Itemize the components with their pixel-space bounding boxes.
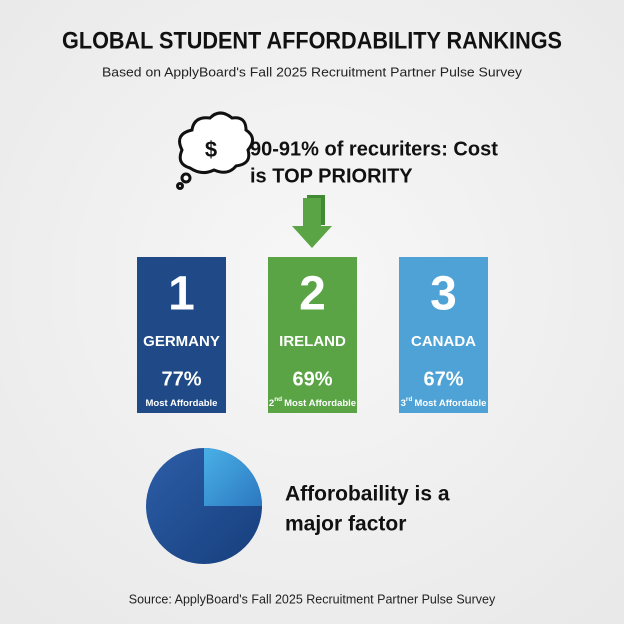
callout-line: is TOP PRIORITY — [250, 165, 413, 187]
country: GERMANY — [143, 333, 220, 350]
subtitle: Based on ApplyBoard's Fall 2025 Recruitm… — [102, 64, 523, 79]
dollar-symbol: $ — [205, 137, 217, 162]
thought-cloud-icon — [176, 111, 254, 190]
rank: 2 — [299, 268, 326, 321]
label-text: Most Affordable — [414, 398, 486, 409]
percent: 67% — [423, 368, 463, 390]
affordability-label: Most Affordable — [146, 398, 218, 409]
callout-line: 90-91% of recuriters: Cost — [250, 138, 498, 160]
ordinal: 2 — [269, 398, 274, 409]
country: CANADA — [411, 333, 476, 350]
factor-line: Afforobaility is a — [285, 483, 450, 506]
rank: 1 — [168, 268, 195, 321]
card — [268, 257, 357, 413]
label-text: Most Affordable — [284, 398, 356, 409]
pie-decoration — [146, 448, 262, 564]
card — [137, 257, 226, 413]
affordability-label: 3rd Most Affordable — [401, 396, 487, 409]
down-arrow — [292, 195, 332, 248]
title: GLOBAL STUDENT AFFORDABILITY RANKINGS — [62, 27, 562, 54]
ordinal: 3 — [401, 398, 406, 409]
country: IRELAND — [279, 333, 346, 350]
label-text: Most Affordable — [146, 398, 218, 409]
card — [399, 257, 488, 413]
factor-line: major factor — [285, 513, 406, 536]
percent: 77% — [161, 368, 201, 390]
percent: 69% — [292, 368, 332, 390]
ordinal-suffix: nd — [274, 396, 282, 403]
ordinal-suffix: rd — [406, 396, 413, 403]
source: Source: ApplyBoard's Fall 2025 Recruitme… — [129, 592, 496, 606]
rank: 3 — [430, 268, 457, 321]
affordability-label: 2nd Most Affordable — [269, 396, 356, 409]
